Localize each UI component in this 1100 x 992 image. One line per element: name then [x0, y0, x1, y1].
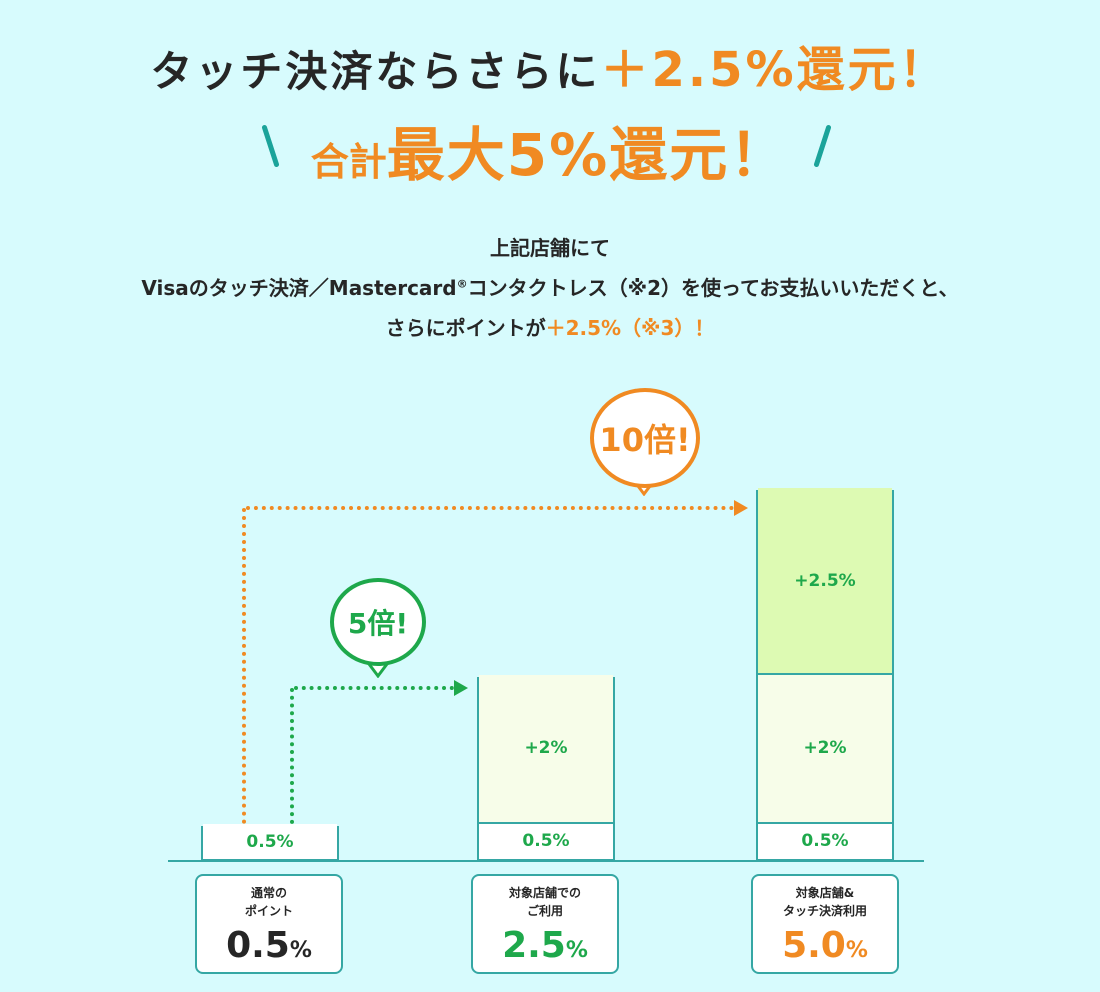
- category-caption: 対象店舗& タッチ決済利用: [782, 886, 867, 918]
- bar-target-store-touch: 0.5% +2% +2.5%: [756, 488, 894, 861]
- headline-line1: タッチ決済ならさらに＋2.5%還元！: [0, 30, 1100, 100]
- headline-max: 最大5%還元！: [386, 121, 790, 189]
- five-times-label: 5倍!: [347, 607, 409, 640]
- description-line3: さらにポイントが＋2.5%（※3）！: [0, 312, 1100, 341]
- segment-store-bonus: +2%: [479, 674, 613, 824]
- orange-dotted-horizontal: [246, 506, 734, 510]
- segment-base: 0.5%: [479, 823, 613, 859]
- category-number: 2.5: [502, 925, 566, 966]
- category-number: 5.0: [782, 925, 846, 966]
- ten-times-label: 10倍!: [599, 421, 691, 459]
- category-unit: %: [289, 938, 312, 963]
- category-value: 0.5%: [197, 926, 341, 971]
- segment-touch-bonus: +2.5%: [758, 488, 892, 675]
- headline-total: 合計: [310, 140, 387, 184]
- description-line2-b: コンタクトレス（※2）を使ってお支払いいただくと、: [467, 276, 959, 300]
- segment-value-label: 0.5%: [522, 831, 570, 852]
- headline-line2: 合計最大5%還元！: [0, 108, 1100, 192]
- category-unit: %: [565, 938, 588, 963]
- registered-mark: ®: [456, 277, 468, 291]
- green-arrow-head: [454, 680, 468, 696]
- segment-value-label: +2.5%: [794, 570, 856, 591]
- description-line2-a: Visaのタッチ決済／Mastercard: [141, 276, 457, 300]
- description-line3-a: さらにポイントが: [385, 316, 546, 340]
- category-unit: %: [845, 938, 868, 963]
- bar-normal: 0.5%: [201, 824, 339, 861]
- category-card-target-store: 対象店舗での ご利用 2.5%: [471, 874, 619, 974]
- category-value: 5.0%: [753, 926, 897, 971]
- segment-store-bonus: +2%: [758, 674, 892, 824]
- green-dotted-vertical: [290, 688, 294, 824]
- segment-value-label: 0.5%: [801, 831, 849, 852]
- headline-prefix: タッチ決済ならさらに: [150, 47, 601, 96]
- ten-times-bubble: 10倍!: [590, 388, 700, 488]
- five-times-bubble: 5倍!: [330, 578, 426, 666]
- segment-value-label: +2%: [803, 738, 847, 759]
- category-card-touch: 対象店舗& タッチ決済利用 5.0%: [751, 874, 899, 974]
- description-line1: 上記店舗にて: [490, 236, 610, 260]
- segment-base: 0.5%: [758, 823, 892, 859]
- segment-base: 0.5%: [203, 824, 337, 859]
- headline-highlight: ＋2.5%還元！: [600, 42, 950, 98]
- category-card-normal: 通常の ポイント 0.5%: [195, 874, 343, 974]
- description-highlight: ＋2.5%（※3）！: [545, 316, 715, 340]
- segment-value-label: 0.5%: [246, 831, 294, 852]
- orange-dotted-vertical: [242, 508, 246, 824]
- green-dotted-horizontal: [294, 686, 454, 690]
- orange-arrow-head: [734, 500, 748, 516]
- category-caption: 通常の ポイント: [244, 886, 293, 918]
- category-value: 2.5%: [473, 926, 617, 971]
- category-caption: 対象店舗での ご利用: [508, 886, 581, 918]
- category-number: 0.5: [226, 925, 290, 966]
- bar-target-store: 0.5% +2%: [477, 674, 615, 861]
- segment-value-label: +2%: [524, 738, 568, 759]
- description-line2: Visaのタッチ決済／Mastercard®コンタクトレス（※2）を使ってお支払…: [0, 272, 1100, 301]
- chart-baseline: [168, 860, 924, 862]
